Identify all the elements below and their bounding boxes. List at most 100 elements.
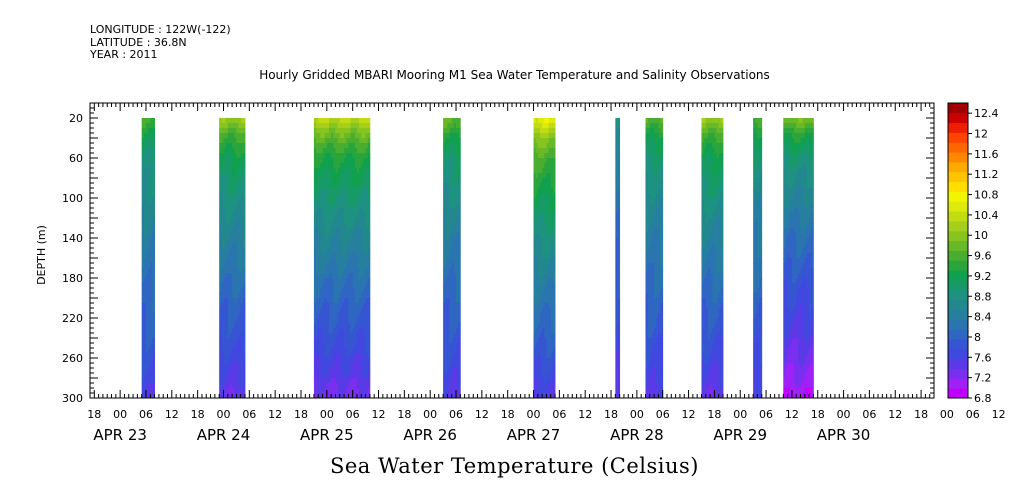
temperature-cell (783, 128, 786, 134)
temperature-cell (356, 388, 360, 394)
temperature-cell (785, 283, 788, 289)
temperature-cell (755, 288, 758, 294)
temperature-cell (615, 188, 618, 194)
temperature-cell (348, 153, 351, 159)
temperature-cell (716, 358, 720, 364)
temperature-cell (447, 168, 450, 174)
temperature-cell (344, 153, 347, 159)
temperature-cell (227, 253, 231, 259)
temperature-cell (701, 293, 705, 299)
temperature-cell (145, 243, 149, 249)
temperature-cell (236, 278, 239, 284)
temperature-cell (533, 328, 537, 334)
temperature-cell (328, 348, 332, 354)
temperature-cell (660, 298, 664, 304)
temperature-cell (335, 328, 338, 334)
temperature-cell (324, 348, 328, 354)
temperature-cell (759, 213, 763, 219)
temperature-cell (701, 118, 705, 124)
temperature-cell (449, 138, 453, 144)
temperature-cell (316, 253, 319, 259)
temperature-cell (145, 123, 149, 129)
temperature-cell (234, 158, 237, 164)
temperature-cell (219, 123, 222, 129)
temperature-cell (316, 148, 319, 154)
temperature-cell (236, 178, 239, 184)
temperature-cell (544, 353, 547, 359)
temperature-cell (331, 243, 334, 249)
temperature-cell (363, 373, 366, 379)
temperature-cell (451, 308, 455, 314)
temperature-cell (341, 383, 345, 389)
temperature-cell (716, 328, 720, 334)
temperature-cell (238, 298, 242, 304)
temperature-cell (714, 258, 717, 264)
temperature-cell (352, 333, 356, 339)
temperature-cell (328, 183, 332, 189)
temperature-cell (236, 353, 239, 359)
temperature-cell (367, 338, 371, 344)
temperature-cell (787, 378, 791, 384)
temperature-cell (707, 318, 711, 324)
temperature-cell (354, 238, 358, 244)
temperature-cell (712, 148, 715, 154)
temperature-cell (654, 273, 657, 279)
temperature-cell (221, 218, 224, 224)
temperature-cell (617, 298, 621, 304)
temperature-cell (141, 218, 145, 224)
temperature-cell (714, 388, 717, 394)
temperature-cell (242, 363, 246, 369)
temperature-cell (546, 373, 549, 379)
temperature-cell (238, 258, 242, 264)
temperature-cell (716, 323, 720, 329)
temperature-cell (219, 298, 222, 304)
temperature-cell (333, 318, 336, 324)
temperature-cell (552, 343, 556, 349)
temperature-cell (753, 138, 756, 144)
temperature-cell (658, 388, 661, 394)
temperature-cell (535, 348, 539, 354)
temperature-cell (229, 293, 233, 299)
temperature-cell (617, 328, 621, 334)
temperature-cell (712, 293, 715, 299)
temperature-cell (654, 303, 657, 309)
temperature-cell (227, 333, 231, 339)
temperature-cell (617, 388, 621, 394)
temperature-cell (236, 118, 239, 124)
temperature-cell (552, 133, 556, 139)
temperature-cell (787, 248, 791, 254)
temperature-cell (223, 343, 227, 349)
temperature-cell (318, 143, 321, 149)
temperature-cell (337, 123, 341, 129)
temperature-cell (710, 193, 713, 199)
temperature-cell (535, 133, 539, 139)
temperature-cell (759, 318, 763, 324)
temperature-cell (783, 123, 786, 129)
temperature-cell (145, 293, 149, 299)
temperature-cell (232, 183, 235, 189)
temperature-cell (705, 373, 709, 379)
temperature-cell (341, 178, 345, 184)
temperature-cell (449, 388, 453, 394)
temperature-cell (654, 283, 657, 289)
temperature-cell (539, 388, 543, 394)
temperature-cell (535, 353, 539, 359)
temperature-cell (451, 138, 455, 144)
temperature-cell (785, 173, 788, 179)
temperature-cell (322, 213, 326, 219)
temperature-cell (363, 293, 366, 299)
temperature-cell (341, 313, 345, 319)
temperature-cell (552, 183, 556, 189)
temperature-cell (617, 238, 621, 244)
temperature-cell (753, 263, 756, 269)
temperature-cell (705, 383, 709, 389)
temperature-cell (537, 308, 541, 314)
temperature-cell (234, 208, 237, 214)
temperature-cell (714, 353, 717, 359)
temperature-cell (346, 273, 349, 279)
temperature-cell (150, 123, 153, 129)
temperature-cell (550, 143, 554, 149)
temperature-cell (339, 353, 343, 359)
temperature-cell (535, 198, 539, 204)
temperature-cell (710, 153, 713, 159)
